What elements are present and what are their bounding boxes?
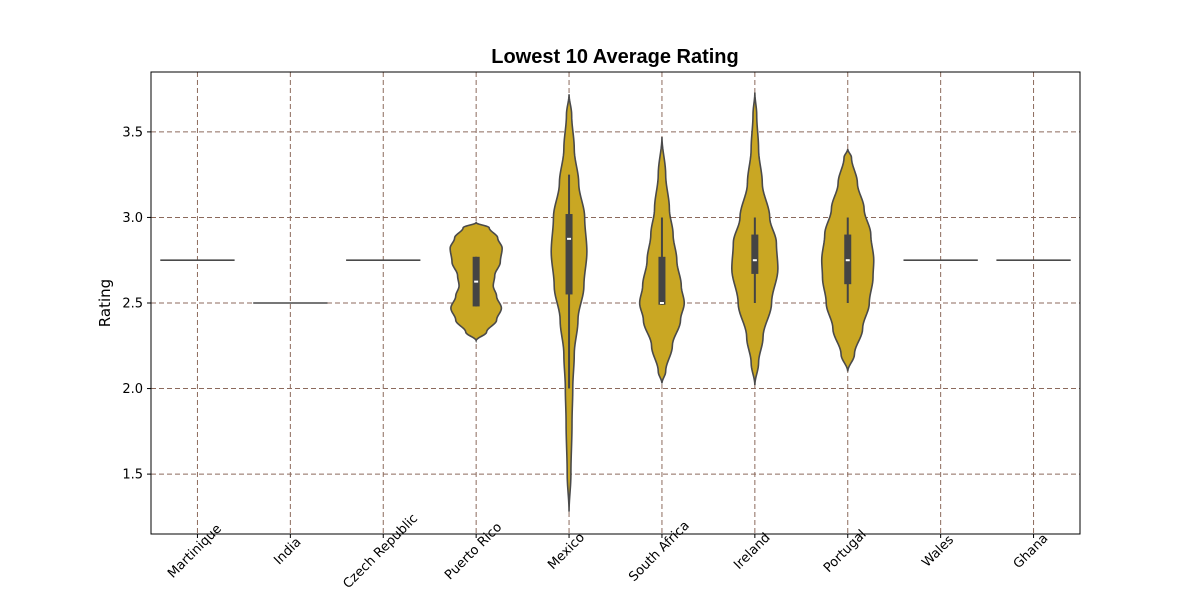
- violin-median: [567, 237, 572, 240]
- violin-iqr-box: [751, 234, 759, 274]
- violins: [160, 92, 1071, 512]
- x-tick-label: India: [271, 535, 304, 568]
- y-tick-label: 2.0: [122, 382, 143, 397]
- y-tick-label: 2.5: [122, 297, 143, 312]
- violin-median: [474, 280, 479, 283]
- x-tick-label: Ireland: [731, 530, 773, 572]
- x-tick-label: Mexico: [545, 530, 588, 573]
- violin-median: [659, 302, 664, 304]
- x-tick-label: South Africa: [626, 518, 692, 584]
- y-axis-label: Rating: [96, 279, 114, 327]
- x-tick-label: Puerto Rico: [442, 520, 505, 583]
- x-axis-ticks: Martinique India Czech Republic Puerto Rico…: [165, 511, 1051, 592]
- y-axis-ticks: 1.5 2.0 2.5 3.0 3.5: [122, 125, 151, 483]
- y-tick-label: 3.5: [122, 125, 143, 140]
- inner-boxes: [472, 174, 852, 389]
- violin-median: [845, 259, 850, 262]
- x-tick-label: Wales: [919, 532, 957, 570]
- y-tick-label: 1.5: [122, 468, 143, 483]
- grid: [151, 72, 1080, 534]
- x-tick-label: Martinique: [165, 522, 225, 582]
- violin-iqr-box: [565, 214, 573, 295]
- x-tick-label: Czech Republic: [340, 511, 421, 592]
- y-tick-label: 3.0: [122, 211, 143, 226]
- violin-iqr-box: [658, 256, 666, 305]
- violin-median: [752, 259, 757, 262]
- x-tick-label: Ghana: [1011, 531, 1052, 572]
- chart-title: Lowest 10 Average Rating: [491, 46, 738, 68]
